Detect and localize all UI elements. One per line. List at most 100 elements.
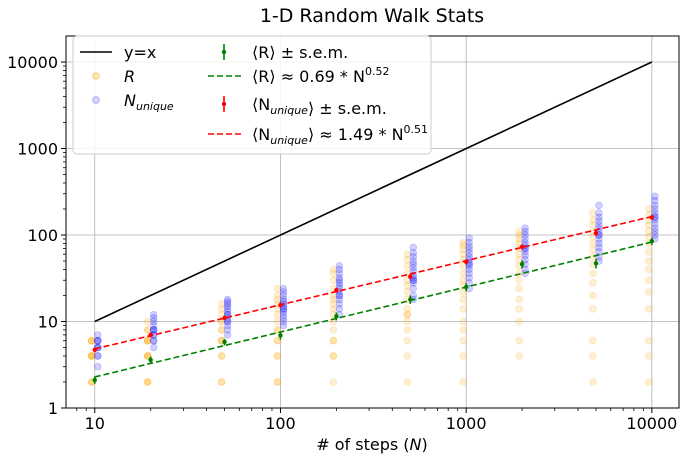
scatter-point xyxy=(409,253,417,261)
scatter-point xyxy=(459,326,467,334)
mean-marker xyxy=(649,238,655,244)
scatter-point xyxy=(465,269,473,278)
scatter-point xyxy=(94,363,102,371)
scatter-point xyxy=(335,276,344,284)
scatter-point xyxy=(645,352,653,360)
scatter-point xyxy=(521,255,529,264)
scatter-point xyxy=(335,300,344,308)
mean-marker xyxy=(92,377,97,383)
scatter-point xyxy=(515,227,523,236)
scatter-point xyxy=(329,336,338,345)
scatter-point xyxy=(335,269,344,278)
scatter-point xyxy=(403,288,411,296)
mean-marker xyxy=(148,332,153,338)
scatter-point xyxy=(651,227,659,236)
scatter-point xyxy=(279,288,288,296)
scatter-point xyxy=(645,378,653,386)
chart-title: 1-D Random Walk Stats xyxy=(260,5,484,27)
scatter-point xyxy=(279,291,288,300)
scatter-point xyxy=(589,291,597,300)
scatter-point xyxy=(645,232,653,241)
mean-marker xyxy=(463,259,469,265)
scatter-point xyxy=(515,295,523,304)
scatter-point xyxy=(143,378,152,386)
scatter-point xyxy=(521,238,529,247)
scatter-point xyxy=(521,231,529,239)
scatter-point xyxy=(329,326,338,334)
scatter-point xyxy=(94,352,102,360)
scatter-point xyxy=(645,336,653,345)
scatter-point xyxy=(223,331,232,339)
mean-marker xyxy=(222,315,227,321)
scatter-point xyxy=(329,269,338,278)
scatter-point xyxy=(88,352,96,360)
scatter-point xyxy=(459,352,467,360)
scatter-point xyxy=(515,255,523,264)
mean-marker xyxy=(593,261,599,266)
scatter-point xyxy=(94,336,102,345)
scatter-point xyxy=(589,209,597,217)
mean-marker xyxy=(222,339,227,345)
scatter-point xyxy=(515,352,523,360)
scatter-point xyxy=(595,209,603,217)
scatter-point xyxy=(515,317,523,326)
scatter-point xyxy=(329,336,338,345)
scatter-point xyxy=(589,336,597,345)
scatter-point xyxy=(329,295,338,304)
scatter-point xyxy=(409,276,417,284)
scatter-point xyxy=(143,352,152,360)
mean-marker xyxy=(92,347,97,353)
scatter-point xyxy=(88,352,96,360)
scatter-point xyxy=(143,336,152,345)
scatter-point xyxy=(335,291,344,300)
scatter-point xyxy=(335,265,344,274)
legend-label: ⟨R⟩ ± s.e.m. xyxy=(252,43,348,62)
scatter-point xyxy=(94,331,102,339)
scatter-point xyxy=(149,310,158,319)
scatter-point xyxy=(515,276,523,284)
scatter-point xyxy=(279,321,288,330)
scatter-point xyxy=(645,257,653,265)
scatter-point xyxy=(459,269,467,278)
scatter-point xyxy=(459,262,467,270)
scatter-point xyxy=(223,307,232,316)
legend-swatch-n-mean-marker xyxy=(221,101,227,107)
data-layer xyxy=(88,61,659,386)
scatter-point xyxy=(515,336,523,345)
scatter-point xyxy=(589,378,597,386)
scatter-point xyxy=(645,205,653,213)
fit-line xyxy=(94,215,653,350)
scatter-point xyxy=(465,279,473,287)
scatter-point xyxy=(94,352,102,360)
scatter-point xyxy=(149,326,158,334)
scatter-point xyxy=(465,249,473,257)
scatter-point xyxy=(335,274,344,282)
scatter-point xyxy=(88,336,96,345)
mean-marker xyxy=(649,215,655,220)
scatter-point xyxy=(143,352,152,360)
scatter-point xyxy=(459,276,467,284)
scatter-point xyxy=(459,241,467,250)
legend-label: y=x xyxy=(124,43,156,62)
scatter-point xyxy=(335,262,344,270)
scatter-point xyxy=(645,288,653,296)
scatter-point xyxy=(143,326,152,334)
scatter-point xyxy=(143,378,152,386)
mean-marker xyxy=(278,333,283,338)
scatter-point xyxy=(521,235,529,243)
mean-marker xyxy=(334,314,339,319)
scatter-point xyxy=(149,336,158,345)
x-tick-label: 1000 xyxy=(446,414,487,433)
scatter-point xyxy=(521,224,529,232)
scatter-point xyxy=(651,209,659,217)
scatter-point xyxy=(217,326,226,334)
scatter-point xyxy=(515,235,523,243)
scatter-point xyxy=(595,201,603,210)
scatter-point xyxy=(143,352,152,360)
scatter-point xyxy=(88,352,96,360)
y-tick-label: 10000 xyxy=(7,53,58,72)
scatter-point xyxy=(645,276,653,284)
scatter-point xyxy=(88,336,96,345)
scatter-point xyxy=(223,305,232,313)
